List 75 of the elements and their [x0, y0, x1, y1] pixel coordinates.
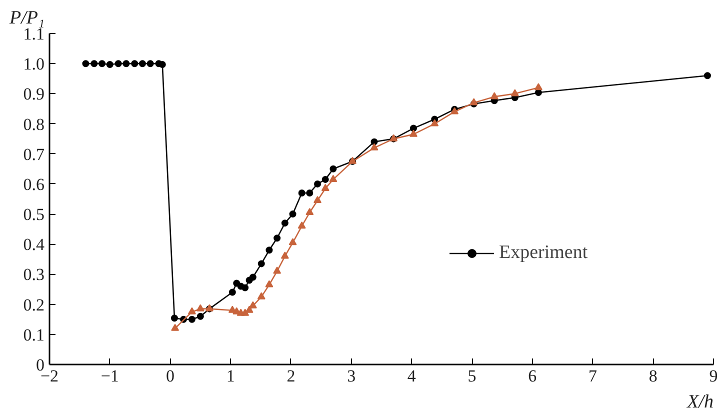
point [90, 60, 98, 68]
point [273, 266, 282, 274]
point [138, 60, 146, 68]
x-tick-label: 0 [166, 366, 174, 386]
point [289, 210, 296, 218]
point [280, 252, 289, 259]
point [146, 60, 154, 68]
y-tick-label: 0.5 [23, 205, 44, 224]
point [171, 324, 180, 331]
point [704, 72, 711, 80]
x-tick-label: 3 [347, 366, 356, 386]
point [158, 61, 166, 68]
y-tick-label: 0.6 [23, 174, 44, 194]
point [196, 304, 204, 312]
point [370, 138, 378, 146]
point [534, 83, 542, 90]
y-tick-label: 0.2 [23, 295, 44, 314]
point [196, 312, 204, 320]
point [288, 238, 297, 246]
point [266, 246, 273, 254]
point [281, 220, 288, 227]
point [298, 222, 306, 229]
x-axis-title: X/h [686, 392, 714, 412]
point [330, 165, 337, 172]
point [122, 60, 130, 68]
y-tick-label: 0.7 [23, 144, 45, 164]
y-tick-label: 0.1 [23, 325, 44, 344]
x-tick-label: −1 [100, 366, 119, 386]
y-axis-title: P/P₁ [8, 8, 45, 28]
point [106, 61, 114, 68]
y-tick-label: 0.3 [23, 265, 44, 284]
x-tick-label: 4 [407, 366, 416, 386]
point [188, 316, 196, 323]
point [98, 60, 106, 68]
point [242, 284, 249, 292]
point [258, 260, 265, 268]
point [409, 130, 418, 137]
point [306, 189, 314, 196]
point [329, 174, 338, 182]
point [114, 60, 122, 68]
point [131, 60, 138, 68]
point [228, 288, 236, 296]
point [370, 143, 378, 150]
x-tick-label: 6 [528, 366, 537, 386]
point [306, 208, 314, 216]
y-tick-label: 0.8 [23, 114, 44, 134]
point [249, 274, 256, 281]
point [248, 301, 257, 308]
legend-label: Experiment [499, 242, 588, 264]
point [241, 308, 250, 316]
x-tick-label: 8 [648, 366, 658, 386]
point [274, 234, 281, 242]
point [322, 176, 329, 183]
point [314, 180, 322, 188]
x-tick-label: 7 [588, 366, 598, 386]
point [82, 60, 90, 68]
point [170, 314, 178, 322]
y-tick-label: 0.4 [23, 235, 45, 254]
point [314, 196, 322, 204]
x-tick-label: 9 [709, 366, 718, 386]
point [510, 89, 519, 96]
point [321, 184, 330, 191]
point [265, 280, 274, 288]
point [188, 307, 196, 314]
point [410, 124, 417, 132]
point [298, 189, 306, 196]
point [257, 292, 266, 300]
x-tick-label: 5 [468, 366, 476, 386]
point [430, 119, 439, 126]
y-tick-label: 0.9 [23, 84, 44, 104]
point [245, 306, 254, 313]
x-tick-label: 2 [286, 366, 296, 386]
y-tick-label: 1.0 [23, 54, 44, 74]
x-tick-label: 1 [226, 366, 235, 386]
point [490, 92, 498, 100]
